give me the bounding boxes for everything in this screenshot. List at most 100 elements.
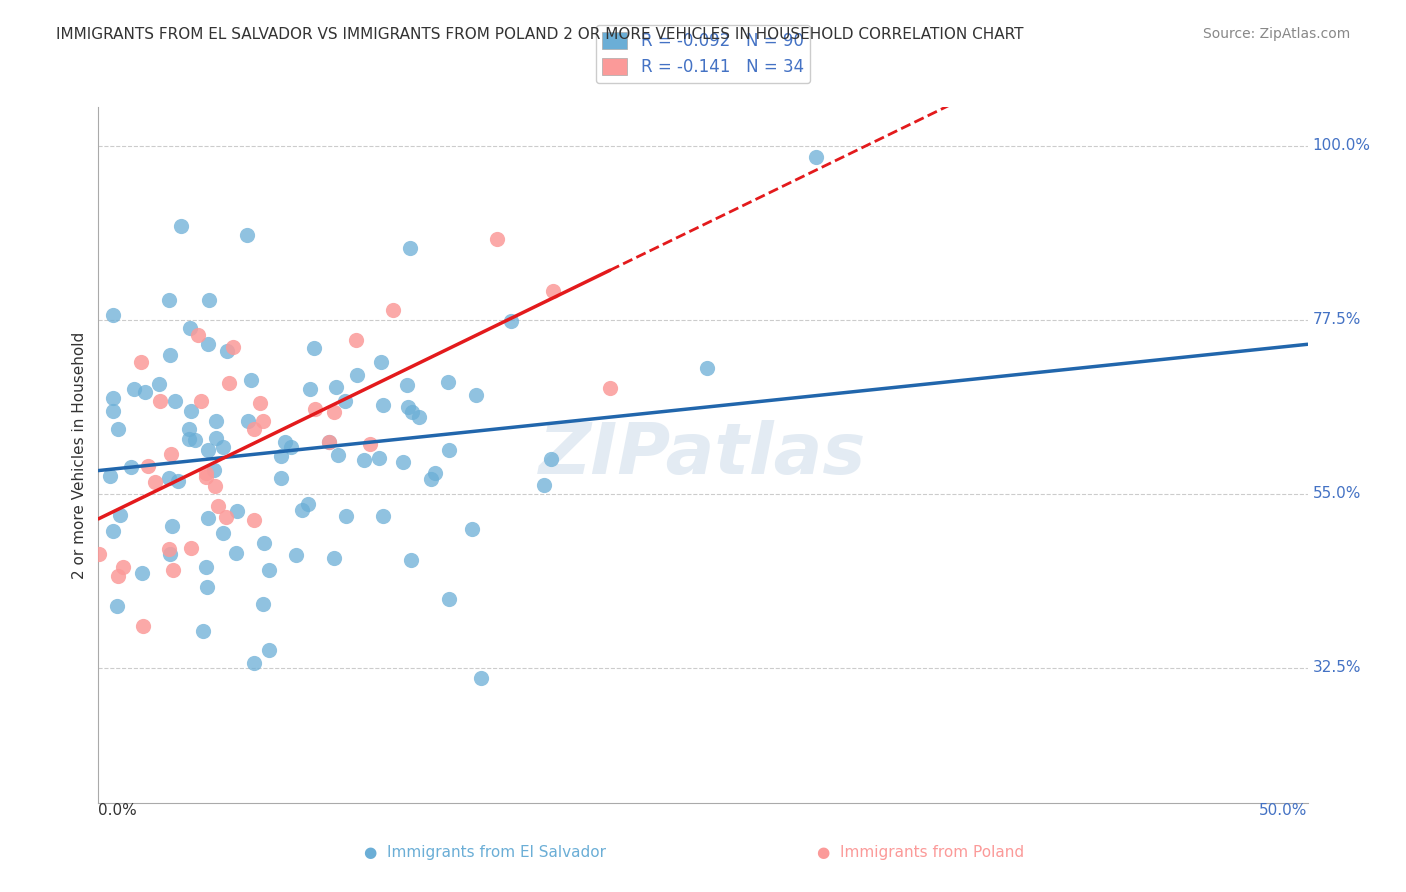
Point bbox=[160, 519, 183, 533]
Point bbox=[420, 472, 443, 486]
Point bbox=[180, 541, 202, 555]
Text: ●  Immigrants from Poland: ● Immigrants from Poland bbox=[817, 845, 1024, 860]
Point bbox=[215, 510, 238, 524]
Text: 32.5%: 32.5% bbox=[1312, 660, 1361, 675]
Text: 50.0%: 50.0% bbox=[1260, 803, 1308, 818]
Point bbox=[806, 150, 828, 164]
Point bbox=[159, 447, 181, 461]
Point bbox=[122, 382, 145, 396]
Point bbox=[136, 458, 159, 473]
Point bbox=[486, 232, 509, 246]
Point bbox=[89, 547, 111, 561]
Point bbox=[285, 548, 308, 562]
Point bbox=[180, 403, 202, 417]
Point bbox=[222, 340, 245, 354]
Point bbox=[353, 453, 375, 467]
Point bbox=[148, 377, 170, 392]
Point bbox=[167, 475, 190, 489]
Point bbox=[226, 504, 249, 518]
Point bbox=[143, 475, 166, 489]
Point bbox=[236, 413, 259, 427]
Text: 100.0%: 100.0% bbox=[1312, 138, 1371, 153]
Legend: R = -0.092   N = 90, R = -0.141   N = 34: R = -0.092 N = 90, R = -0.141 N = 34 bbox=[596, 25, 810, 83]
Point bbox=[470, 671, 492, 685]
Point bbox=[194, 560, 217, 574]
Point bbox=[131, 566, 153, 580]
Point bbox=[243, 657, 266, 671]
Text: 0.0%: 0.0% bbox=[98, 803, 138, 818]
Text: 55.0%: 55.0% bbox=[1312, 486, 1361, 501]
Point bbox=[401, 405, 423, 419]
Point bbox=[371, 398, 394, 412]
Point bbox=[437, 375, 460, 389]
Point bbox=[120, 460, 142, 475]
Point bbox=[461, 523, 484, 537]
Point bbox=[533, 478, 555, 492]
Point bbox=[299, 383, 322, 397]
Point bbox=[207, 500, 229, 514]
Point bbox=[304, 402, 326, 417]
Point bbox=[382, 302, 405, 317]
Point bbox=[163, 394, 186, 409]
Point bbox=[398, 241, 420, 255]
Point bbox=[543, 284, 565, 298]
Point bbox=[439, 442, 461, 457]
Point bbox=[179, 321, 201, 335]
Point bbox=[540, 451, 562, 466]
Point bbox=[240, 373, 263, 387]
Point bbox=[202, 463, 225, 477]
Point bbox=[198, 293, 221, 308]
Point bbox=[326, 448, 349, 462]
Point bbox=[187, 328, 209, 343]
Point bbox=[370, 355, 392, 369]
Point bbox=[423, 467, 446, 481]
Point bbox=[105, 599, 128, 613]
Point bbox=[157, 293, 180, 307]
Point bbox=[194, 467, 217, 481]
Point bbox=[696, 360, 718, 375]
Point bbox=[205, 431, 228, 445]
Point bbox=[191, 624, 214, 638]
Point bbox=[408, 409, 430, 424]
Text: 77.5%: 77.5% bbox=[1312, 312, 1361, 327]
Point bbox=[257, 643, 280, 657]
Point bbox=[346, 368, 368, 383]
Point bbox=[249, 396, 271, 410]
Point bbox=[177, 433, 200, 447]
Point bbox=[274, 435, 297, 450]
Point bbox=[243, 513, 266, 527]
Point bbox=[252, 415, 274, 429]
Point bbox=[465, 388, 488, 402]
Point bbox=[107, 569, 129, 583]
Point bbox=[325, 380, 347, 394]
Point bbox=[398, 400, 420, 414]
Point bbox=[101, 391, 124, 405]
Text: ●  Immigrants from El Salvador: ● Immigrants from El Salvador bbox=[364, 845, 606, 860]
Point bbox=[197, 510, 219, 524]
Point bbox=[323, 405, 346, 419]
Point bbox=[170, 219, 193, 233]
Point bbox=[599, 381, 621, 395]
Point bbox=[134, 385, 156, 400]
Point bbox=[98, 468, 121, 483]
Point bbox=[392, 455, 415, 469]
Point bbox=[280, 440, 302, 454]
Point bbox=[297, 497, 319, 511]
Point bbox=[225, 546, 247, 560]
Point bbox=[235, 228, 257, 243]
Point bbox=[212, 526, 235, 541]
Point bbox=[205, 413, 228, 427]
Point bbox=[291, 503, 314, 517]
Point bbox=[157, 542, 180, 557]
Point bbox=[197, 443, 219, 458]
Point bbox=[129, 355, 152, 369]
Point bbox=[371, 509, 394, 524]
Point bbox=[252, 535, 274, 549]
Point bbox=[204, 479, 226, 493]
Y-axis label: 2 or more Vehicles in Household: 2 or more Vehicles in Household bbox=[72, 331, 87, 579]
Point bbox=[318, 434, 340, 449]
Point bbox=[159, 348, 181, 362]
Point bbox=[270, 450, 292, 464]
Point bbox=[318, 435, 340, 450]
Point bbox=[108, 508, 131, 522]
